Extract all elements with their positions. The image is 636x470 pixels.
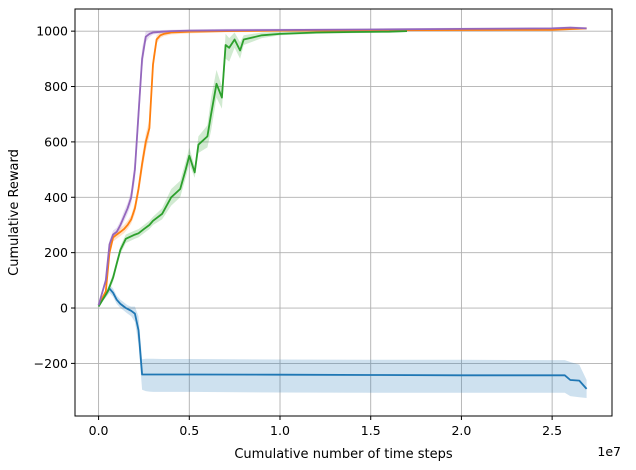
x-tick-label: 0.0 — [89, 423, 109, 438]
x-tick-label: 2.5 — [542, 423, 562, 438]
y-tick-label: 200 — [44, 245, 68, 260]
y-tick-label: 1000 — [36, 24, 68, 39]
series-3-band — [98, 30, 407, 307]
y-tick-label: 800 — [44, 79, 68, 94]
series-1-band — [98, 284, 587, 398]
series-2-line — [97, 27, 587, 306]
x-tick-label: 0.5 — [179, 423, 199, 438]
x-axis-label: Cumulative number of time steps — [234, 447, 452, 462]
grid-lines — [75, 9, 612, 416]
series-3-line — [97, 30, 408, 308]
series-lines — [97, 26, 588, 390]
x-tick-label: 1.0 — [270, 423, 290, 438]
plot-frame — [74, 8, 613, 417]
series-4-line — [97, 26, 587, 306]
y-axis-label: Cumulative Reward — [7, 149, 22, 276]
series-4-band — [98, 26, 587, 306]
y-tick-label: 400 — [44, 190, 68, 205]
y-tick-label: 0 — [60, 301, 68, 316]
x-axis-offset-label: 1e7 — [597, 444, 621, 459]
x-axis-ticks: 0.0 0.5 1.0 1.5 2.0 2.5 — [89, 416, 562, 438]
y-axis-ticks: −200 0 200 400 600 800 1000 — [34, 24, 75, 371]
y-tick-label: −200 — [34, 356, 68, 371]
y-tick-label: 600 — [44, 134, 68, 149]
confidence-bands — [98, 26, 587, 398]
series-1-line — [97, 287, 588, 390]
x-tick-label: 1.5 — [361, 423, 381, 438]
series-2-band — [98, 27, 587, 306]
x-tick-label: 2.0 — [451, 423, 471, 438]
